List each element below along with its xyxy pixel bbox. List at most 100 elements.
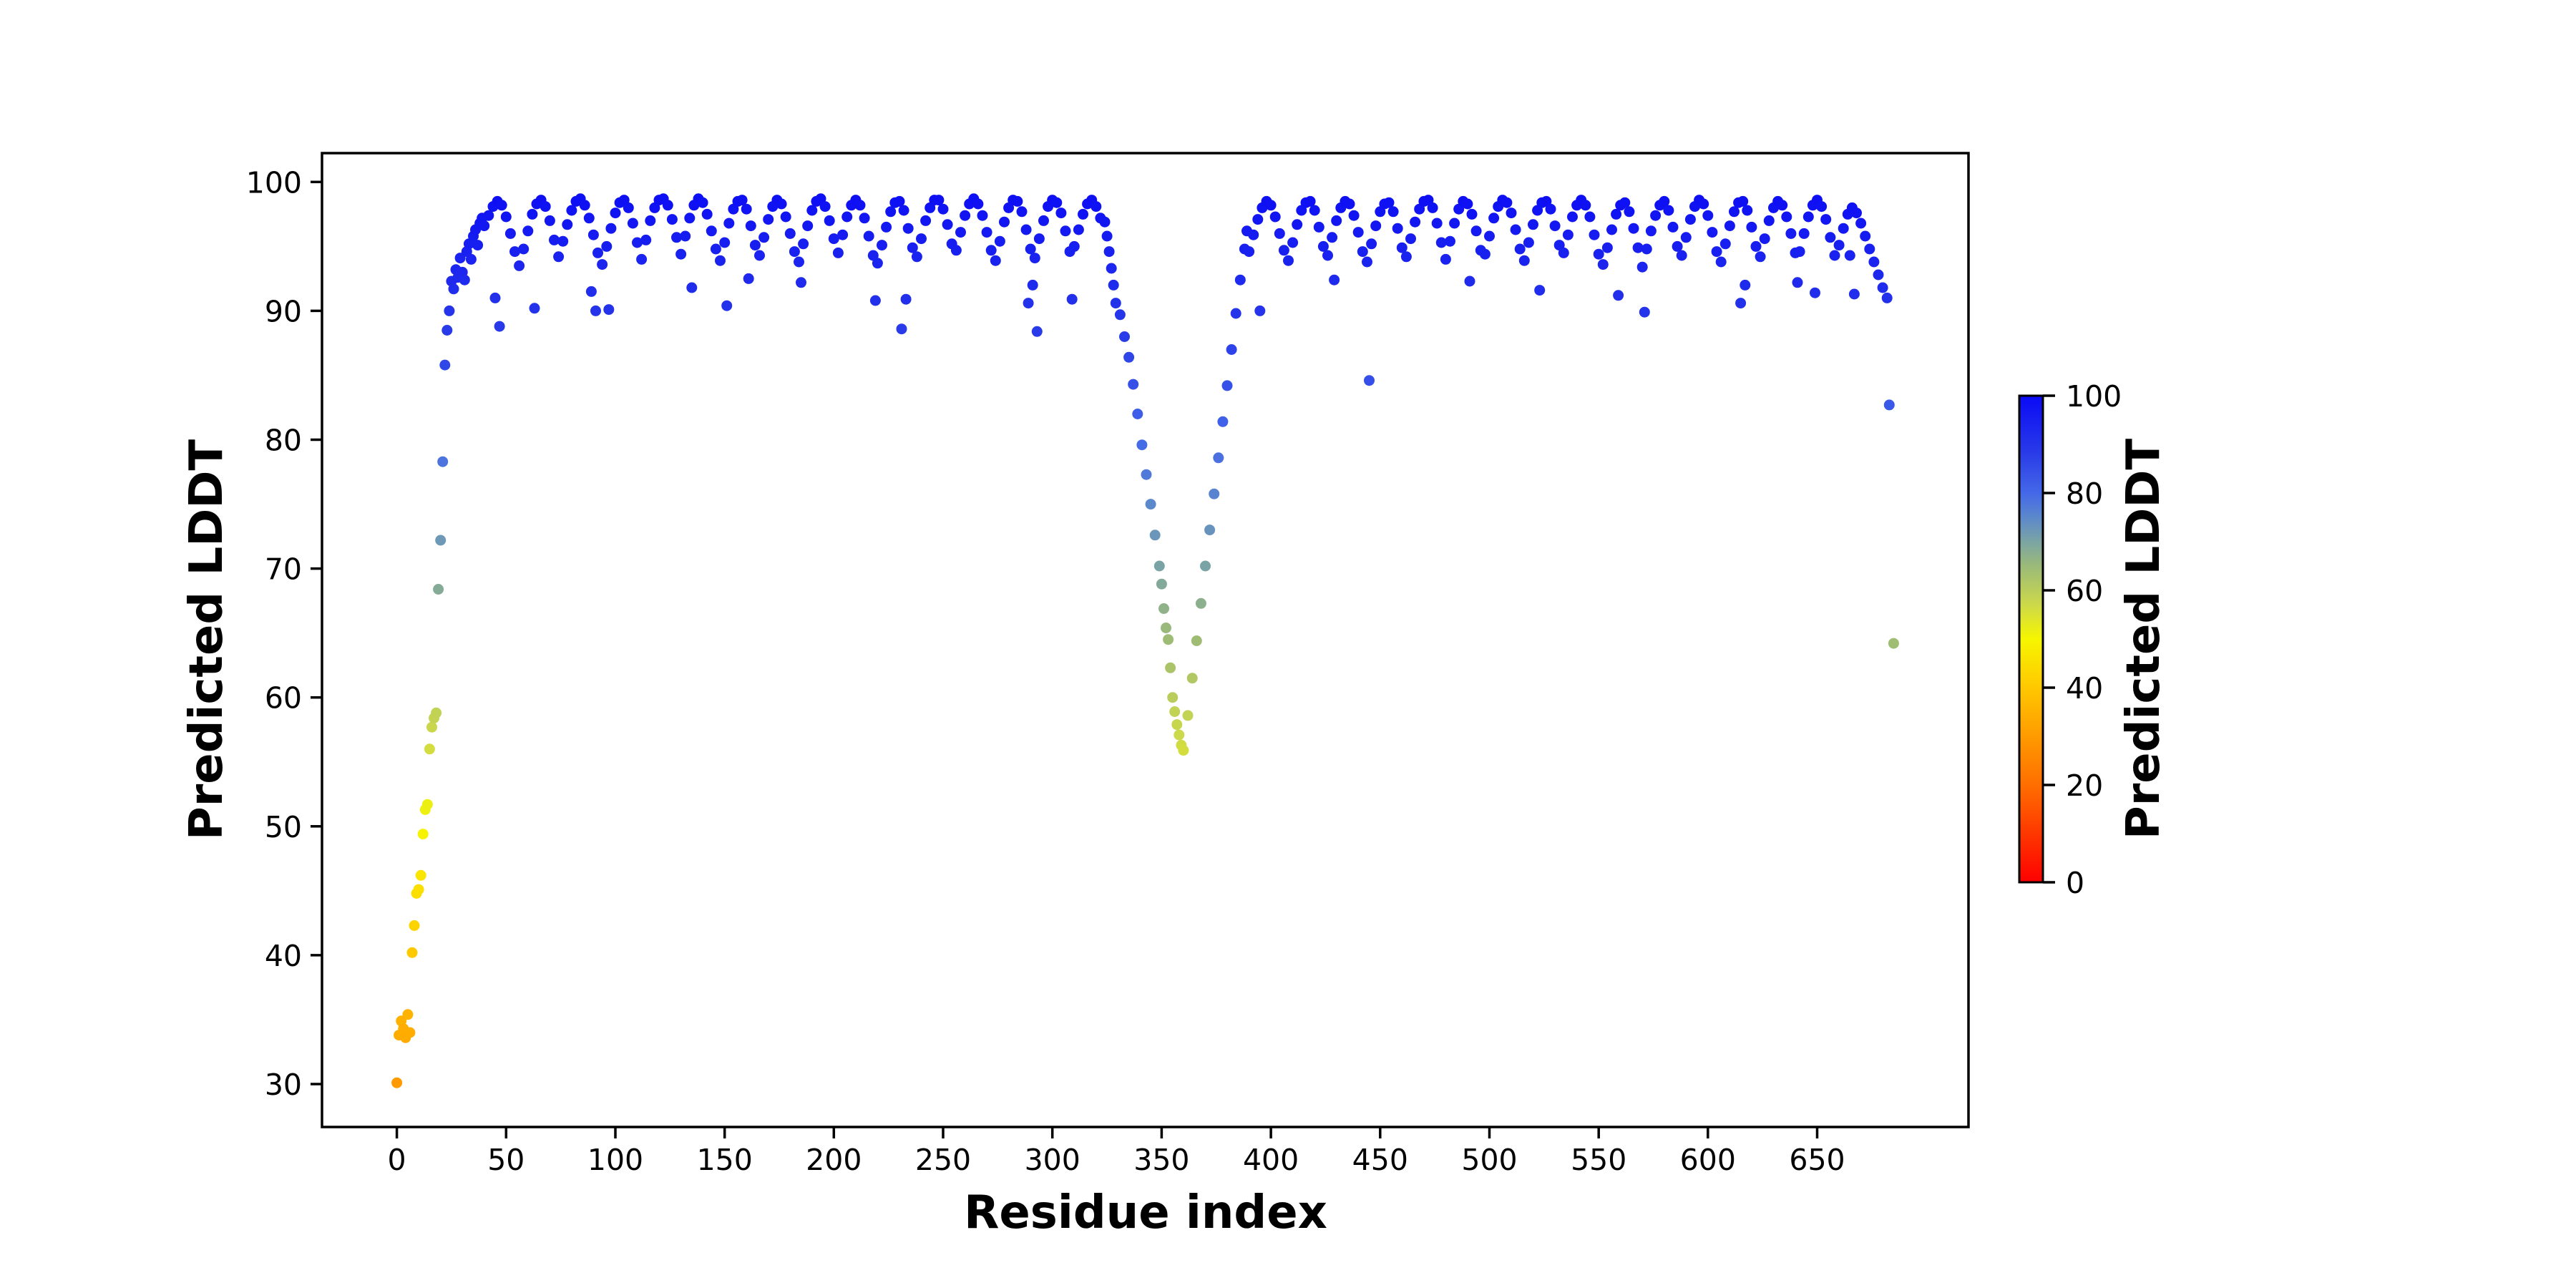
scatter-point: [1178, 745, 1189, 756]
scatter-point: [1506, 208, 1517, 219]
scatter-point: [391, 1077, 403, 1088]
scatter-point: [1606, 224, 1617, 235]
scatter-point: [592, 247, 603, 258]
scatter-point: [1632, 242, 1644, 253]
scatter-point: [1020, 224, 1032, 235]
scatter-point: [645, 215, 656, 226]
scatter-point: [504, 228, 516, 239]
scatter-point: [500, 211, 512, 223]
scatter-point: [1204, 525, 1216, 536]
scatter-point: [1624, 206, 1635, 218]
scatter-point: [1719, 238, 1731, 250]
scatter-point: [1051, 197, 1063, 208]
scatter-point: [1864, 243, 1875, 255]
scatter-point: [1724, 220, 1735, 232]
scatter-point: [514, 260, 525, 271]
scatter-point: [1348, 210, 1360, 221]
scatter-point: [1462, 198, 1473, 210]
scatter-point: [863, 230, 874, 242]
scatter-point: [483, 210, 494, 221]
scatter-point: [697, 197, 708, 208]
y-tick-label: 60: [265, 681, 302, 716]
scatter-point: [1366, 238, 1377, 250]
scatter-point: [406, 947, 418, 958]
y-tick-label: 40: [265, 939, 302, 973]
scatter-point: [1611, 208, 1622, 220]
scatter-point: [937, 203, 949, 215]
scatter-point: [900, 293, 912, 305]
scatter-point: [518, 243, 530, 255]
scatter-point: [1597, 259, 1609, 270]
scatter-point: [1217, 416, 1229, 427]
scatter-point: [1445, 235, 1455, 247]
y-tick-label: 90: [265, 294, 302, 328]
scatter-point: [1855, 218, 1867, 229]
scatter-point: [872, 258, 883, 269]
scatter-point: [1031, 326, 1043, 337]
scatter-point: [1038, 215, 1049, 226]
scatter-point: [1396, 242, 1407, 253]
scatter-point: [448, 283, 459, 295]
scatter-point: [920, 215, 932, 226]
scatter-point: [1798, 228, 1810, 239]
scatter-point: [437, 456, 449, 467]
scatter-point: [1149, 530, 1161, 541]
scatter-point: [859, 213, 870, 224]
scatter-point: [1435, 237, 1447, 248]
scatter-point: [1171, 719, 1183, 731]
scatter-point: [540, 201, 551, 213]
scatter-point: [1191, 635, 1202, 646]
scatter-point: [415, 869, 426, 881]
scatter-point: [1567, 211, 1578, 223]
scatter-point: [640, 234, 652, 245]
scatter-point: [1165, 662, 1176, 673]
scatter-point: [1759, 233, 1770, 245]
scatter-point: [1580, 200, 1591, 211]
scatter-point: [1639, 306, 1650, 318]
scatter-point: [1309, 205, 1320, 216]
scatter-point: [1278, 245, 1289, 256]
scatter-point: [960, 210, 971, 221]
scatter-point: [1248, 229, 1259, 240]
scatter-point: [898, 205, 909, 216]
scatter-point: [1549, 220, 1561, 232]
scatter-point: [1641, 243, 1652, 255]
scatter-point: [1746, 221, 1757, 233]
scatter-point: [1027, 279, 1038, 291]
scatter-point: [1068, 240, 1080, 252]
scatter-point: [1060, 225, 1071, 237]
scatter-point: [1470, 225, 1482, 237]
scatter-point: [832, 247, 844, 258]
x-tick-label: 200: [806, 1143, 862, 1177]
scatter-point: [1364, 375, 1375, 386]
scatter-point: [686, 282, 698, 293]
scatter-point: [1136, 439, 1148, 451]
scatter-point: [1221, 380, 1233, 391]
scatter-point: [1023, 298, 1034, 309]
scatter-point: [666, 214, 678, 225]
scatter-point: [977, 210, 988, 221]
scatter-point: [1873, 269, 1884, 280]
scatter-point: [623, 202, 634, 213]
scatter-point: [1593, 248, 1604, 260]
scatter-point: [680, 230, 691, 242]
scatter-point: [854, 200, 866, 211]
scatter-point: [981, 227, 992, 238]
scatter-point: [1174, 729, 1185, 741]
scatter-point: [1698, 198, 1709, 210]
scatter-point: [684, 213, 696, 224]
scatter-point: [1810, 287, 1820, 298]
colorbar-gradient: [2018, 394, 2044, 884]
scatter-point: [749, 240, 761, 251]
scatter-point: [896, 323, 907, 335]
scatter-point: [1244, 246, 1255, 258]
scatter-point: [1226, 344, 1237, 355]
scatter-point: [441, 325, 453, 336]
scatter-point: [1304, 195, 1316, 207]
scatter-point: [789, 246, 800, 258]
scatter-point: [603, 304, 615, 316]
scatter-point: [1123, 351, 1135, 363]
scatter-point: [610, 208, 621, 219]
colorbar-ticks: 0 20 40 60 80 100: [2043, 379, 2122, 900]
scatter-point: [1792, 277, 1803, 288]
